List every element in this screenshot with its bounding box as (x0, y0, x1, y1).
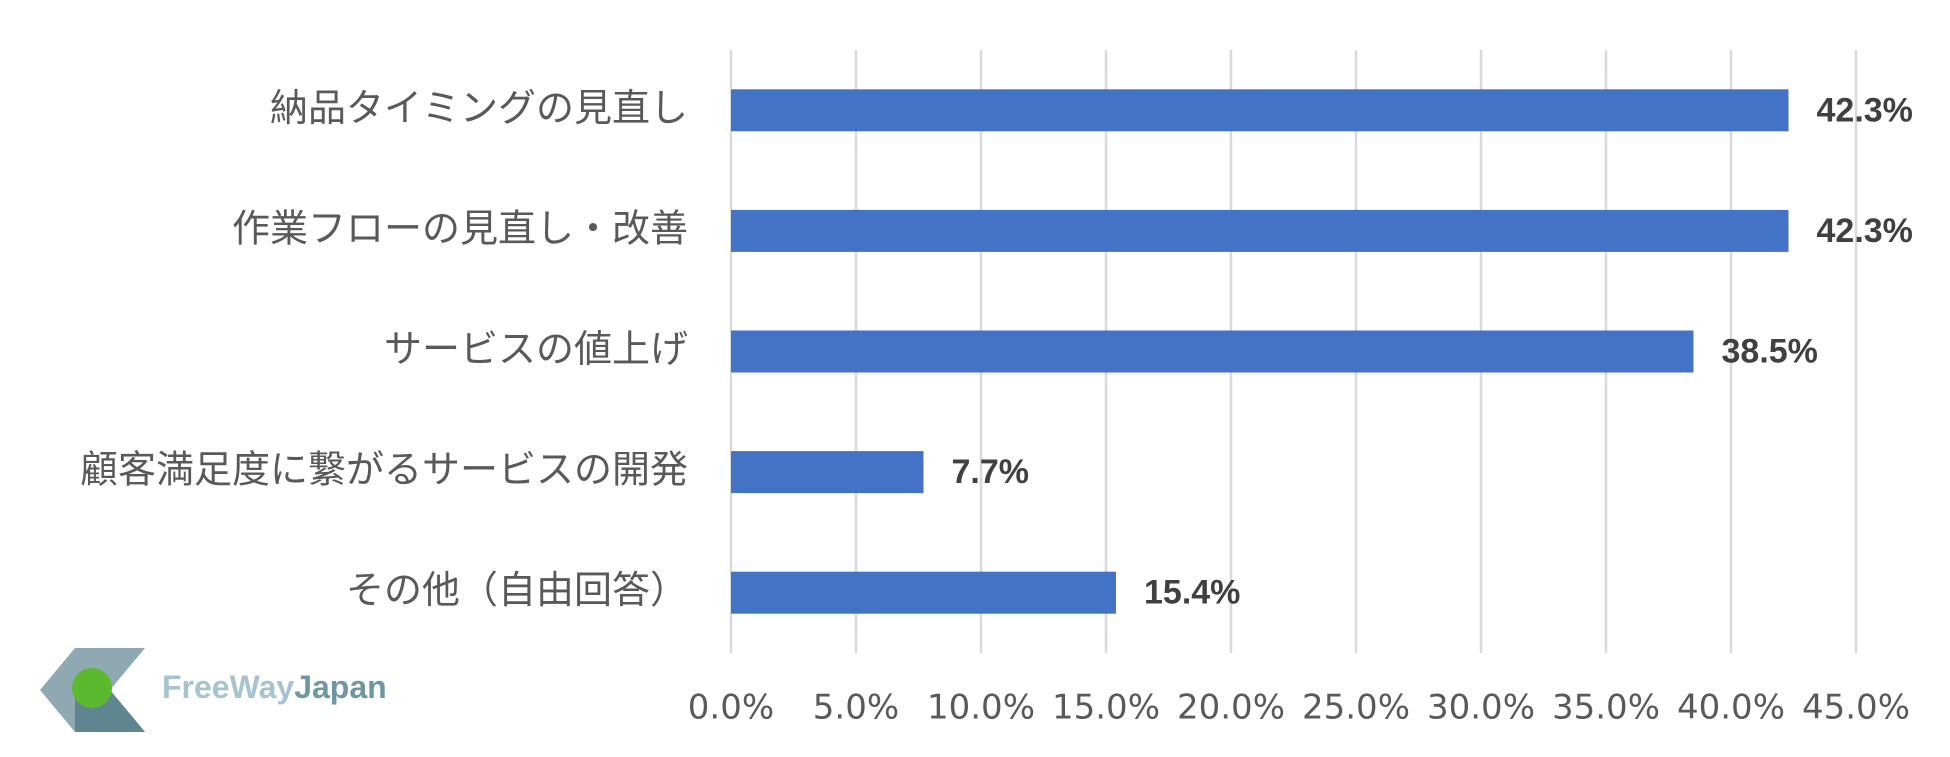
x-tick-label: 15.0% (1052, 688, 1160, 728)
bar (731, 330, 1694, 373)
x-tick-label: 30.0% (1427, 688, 1535, 728)
x-tick-label: 25.0% (1302, 688, 1410, 728)
value-label: 42.3% (1817, 91, 1913, 129)
category-label: 作業フローの見直し・改善 (232, 206, 688, 250)
x-tick-label: 20.0% (1177, 688, 1285, 728)
bar (731, 571, 1116, 614)
x-tick-label: 10.0% (927, 688, 1035, 728)
x-tick-label: 40.0% (1677, 688, 1785, 728)
x-tick-label: 35.0% (1552, 688, 1660, 728)
category-label: その他（自由回答） (346, 568, 688, 612)
value-label: 15.4% (1144, 574, 1240, 612)
bar (731, 451, 924, 494)
category-label: サービスの値上げ (384, 327, 688, 371)
value-label: 42.3% (1817, 212, 1913, 250)
x-tick-label: 45.0% (1802, 688, 1910, 728)
x-tick-label: 5.0% (813, 688, 899, 728)
logo-part: FreeWay (162, 669, 294, 705)
bar (731, 89, 1789, 132)
logo-part: Japan (294, 669, 386, 705)
value-label: 38.5% (1722, 332, 1818, 370)
logo-text: FreeWayJapan (162, 669, 387, 705)
logo: FreeWayJapan (40, 648, 387, 732)
category-label: 納品タイミングの見直し (270, 86, 688, 130)
value-label: 7.7% (952, 453, 1030, 491)
logo-ball (72, 668, 112, 708)
category-label: 顧客満足度に繋がるサービスの開発 (80, 448, 688, 492)
x-tick-label: 0.0% (688, 688, 774, 728)
bar (731, 209, 1789, 252)
